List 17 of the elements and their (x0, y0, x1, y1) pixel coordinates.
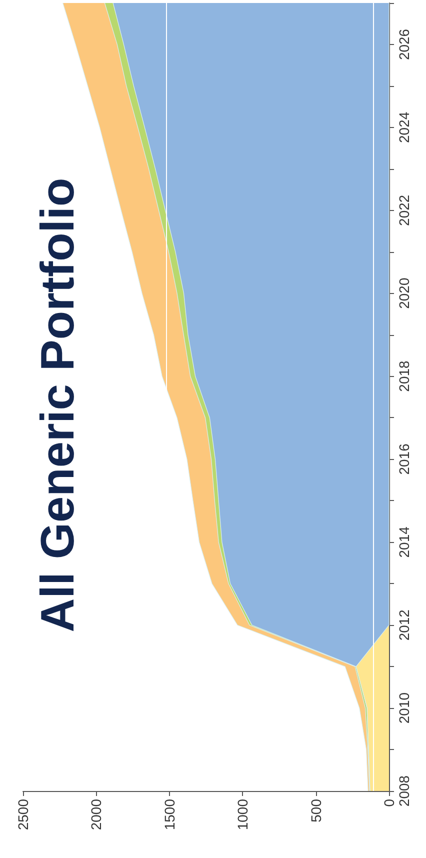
x-tick-label: 2000 (88, 798, 104, 830)
y-tick-label: 2010 (396, 692, 412, 724)
y-tick-label: 2016 (396, 443, 412, 475)
text: All Generic Portfolio (30, 178, 84, 632)
y-tick-label: 2022 (396, 194, 412, 226)
y-tick-label: 2026 (396, 28, 412, 60)
y-tick-label: 2020 (396, 278, 412, 309)
y-tick-label: 2024 (396, 112, 412, 143)
x-tick-label: 0 (381, 798, 397, 807)
y-tick-label: 2008 (396, 775, 412, 807)
y-tick-label: 2014 (396, 526, 412, 558)
x-tick-label: 1500 (161, 798, 178, 830)
y-tick-label: 2018 (396, 360, 412, 392)
x-tick-label: 1000 (234, 798, 251, 830)
y-tick-label: 2012 (396, 609, 412, 641)
x-tick-label: 500 (308, 798, 324, 822)
x-tick-label: 2500 (15, 798, 31, 830)
